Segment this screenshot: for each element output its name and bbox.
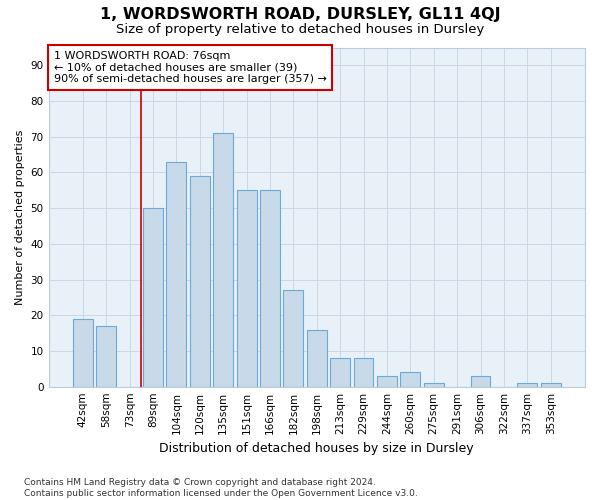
Bar (377, 376, 397, 386)
Bar (470, 376, 490, 386)
Text: Size of property relative to detached houses in Dursley: Size of property relative to detached ho… (116, 22, 484, 36)
Bar (166, 162, 187, 386)
Text: 1, WORDSWORTH ROAD, DURSLEY, GL11 4QJ: 1, WORDSWORTH ROAD, DURSLEY, GL11 4QJ (100, 8, 500, 22)
Bar (330, 358, 350, 386)
Bar (213, 133, 233, 386)
Bar (73, 319, 93, 386)
Text: Contains HM Land Registry data © Crown copyright and database right 2024.
Contai: Contains HM Land Registry data © Crown c… (24, 478, 418, 498)
Bar (541, 383, 560, 386)
X-axis label: Distribution of detached houses by size in Dursley: Distribution of detached houses by size … (160, 442, 474, 455)
Bar (517, 383, 537, 386)
Bar (424, 383, 443, 386)
Bar (400, 372, 420, 386)
Bar (97, 326, 116, 386)
Bar (260, 190, 280, 386)
Bar (236, 190, 257, 386)
Text: 1 WORDSWORTH ROAD: 76sqm
← 10% of detached houses are smaller (39)
90% of semi-d: 1 WORDSWORTH ROAD: 76sqm ← 10% of detach… (54, 51, 327, 84)
Bar (307, 330, 327, 386)
Y-axis label: Number of detached properties: Number of detached properties (15, 130, 25, 305)
Bar (353, 358, 373, 386)
Bar (283, 290, 304, 386)
Bar (190, 176, 210, 386)
Bar (143, 208, 163, 386)
